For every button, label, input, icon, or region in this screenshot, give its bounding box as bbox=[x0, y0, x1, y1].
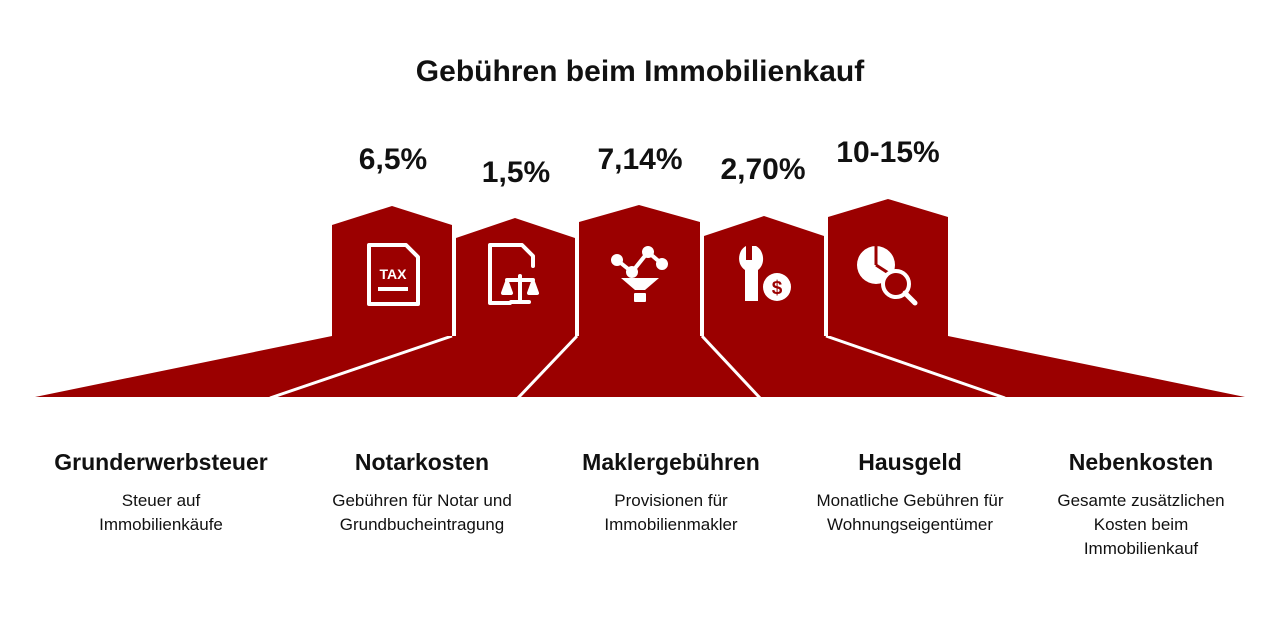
item-nebenkosten: Nebenkosten Gesamte zusätzlichen Kosten … bbox=[1011, 447, 1271, 561]
wrench-dollar-icon: $ bbox=[739, 246, 791, 301]
percent-hausgeld: 2,70% bbox=[720, 153, 806, 186]
ground-base bbox=[35, 336, 1245, 397]
item-description: Gebühren für Notar und Grundbucheintragu… bbox=[332, 491, 512, 534]
item-name: Hausgeld bbox=[858, 449, 962, 475]
percent-grunderwerbsteuer: 6,5% bbox=[358, 143, 428, 176]
notary-document-scales-icon bbox=[488, 243, 539, 305]
house-notarkosten bbox=[456, 218, 575, 336]
house-grunderwerbsteuer bbox=[332, 206, 452, 336]
percent-nebenkosten: 10-15% bbox=[836, 136, 940, 169]
ground-dividers bbox=[269, 334, 1006, 400]
item-description: Steuer auf Immobilienkäufe bbox=[99, 491, 223, 534]
item-name: Maklergebühren bbox=[582, 449, 760, 475]
tax-document-icon: TAX bbox=[367, 243, 420, 306]
item-description: Provisionen für Immobilienmakler bbox=[604, 491, 738, 534]
page-title: Gebühren beim Immobilienkauf bbox=[415, 55, 865, 88]
svg-text:$: $ bbox=[772, 278, 783, 299]
item-maklergebuehren: Maklergebühren Provisionen für Immobilie… bbox=[541, 447, 801, 537]
pie-chart-magnifier-icon bbox=[857, 244, 918, 306]
item-name: Grunderwerbsteuer bbox=[54, 449, 268, 475]
percent-maklergebuehren: 7,14% bbox=[597, 143, 683, 176]
percent-notarkosten: 1,5% bbox=[481, 156, 551, 189]
house-hausgeld bbox=[704, 216, 824, 336]
network-funnel-icon bbox=[611, 246, 668, 302]
item-grunderwerbsteuer: Grunderwerbsteuer Steuer auf Immobilienk… bbox=[31, 447, 291, 537]
svg-text:TAX: TAX bbox=[380, 266, 408, 282]
item-name: Notarkosten bbox=[354, 449, 490, 475]
item-hausgeld: Hausgeld Monatliche Gebühren für Wohnung… bbox=[780, 447, 1040, 537]
item-description: Gesamte zusätzlichen Kosten beim Immobil… bbox=[1057, 491, 1225, 558]
item-name: Nebenkosten bbox=[1068, 449, 1214, 475]
item-notarkosten: Notarkosten Gebühren für Notar und Grund… bbox=[292, 447, 552, 537]
item-description: Monatliche Gebühren für Wohnungseigentüm… bbox=[816, 491, 1004, 534]
house-maklergebuehren bbox=[579, 205, 700, 336]
